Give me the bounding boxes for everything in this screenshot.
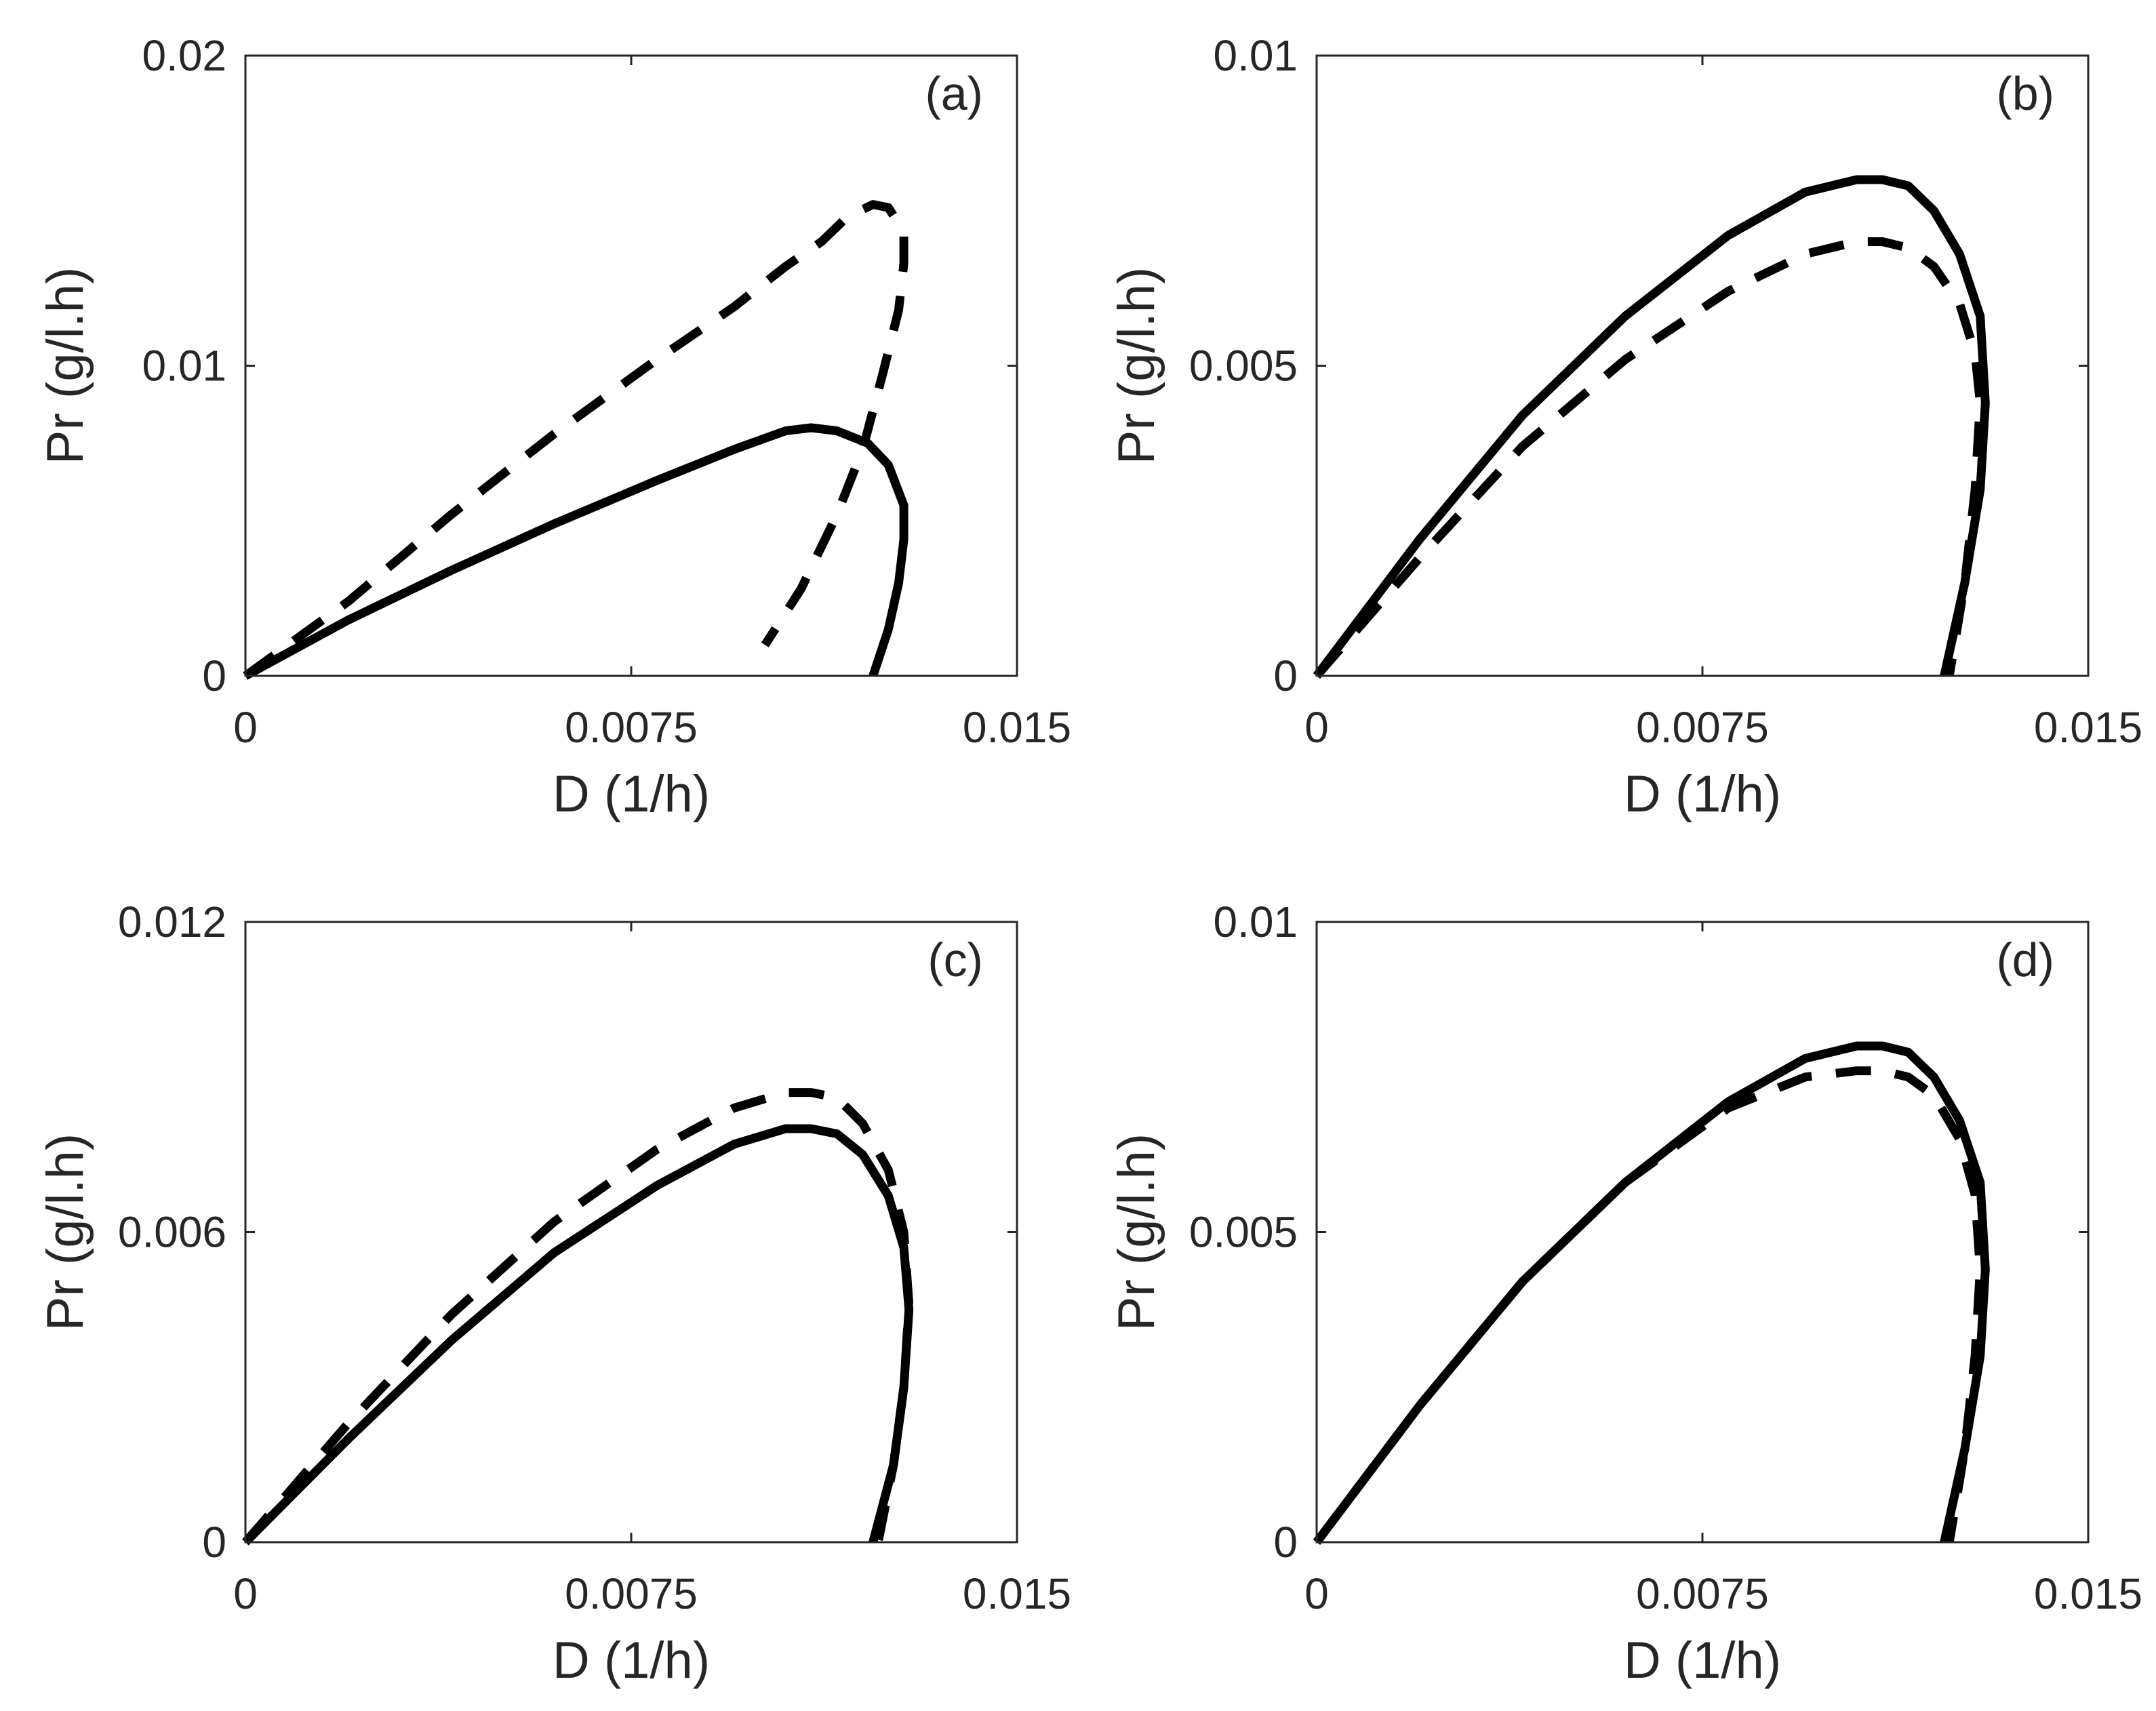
panel-label: (d) bbox=[1996, 933, 2054, 986]
y-tick-label: 0.01 bbox=[142, 342, 226, 390]
y-axis-label: Pr (g/l.h) bbox=[37, 1133, 94, 1331]
y-axis-label: Pr (g/l.h) bbox=[1108, 1133, 1165, 1331]
y-tick-label: 0 bbox=[1273, 651, 1298, 700]
chart-panel-2: 0 0.0075 0.015 0 0.005 0.01 D (1/h) Pr (g/l.h) (… bbox=[1108, 31, 2142, 823]
x-tick-label: 0.0075 bbox=[565, 1569, 698, 1618]
x-tick-label: 0.0075 bbox=[565, 703, 698, 752]
series-line-solid bbox=[243, 423, 909, 680]
series-line-solid bbox=[1313, 175, 1990, 679]
series-line-dashed bbox=[242, 1088, 914, 1546]
series-line-dashed bbox=[243, 200, 909, 680]
y-tick-label: 0 bbox=[202, 651, 226, 700]
panel-label: (b) bbox=[1996, 67, 2054, 120]
x-tick-label: 0 bbox=[1304, 703, 1329, 752]
y-tick-label: 0 bbox=[1273, 1518, 1298, 1567]
y-axis-label: Pr (g/l.h) bbox=[37, 267, 94, 464]
panel-label: (c) bbox=[927, 933, 983, 986]
y-tick-label: 0.012 bbox=[118, 898, 226, 946]
y-tick-label: 0.01 bbox=[1213, 898, 1298, 946]
series-line-dashed bbox=[1313, 237, 1985, 679]
y-tick-label: 0.005 bbox=[1189, 342, 1298, 390]
series-line-dashed bbox=[1313, 1066, 1985, 1545]
x-axis-label: D (1/h) bbox=[553, 1632, 710, 1689]
x-tick-label: 0 bbox=[233, 703, 258, 752]
y-tick-label: 0.01 bbox=[1213, 31, 1298, 80]
x-tick-label: 0.015 bbox=[963, 703, 1071, 752]
y-axis-label: Pr (g/l.h) bbox=[1108, 267, 1165, 464]
chart-panel-1: 0 0.0075 0.015 0 0.01 0.02 D (1/h) Pr (g/l.h) (a… bbox=[37, 31, 1071, 823]
x-axis-label: D (1/h) bbox=[1624, 1632, 1781, 1689]
x-tick-label: 0.015 bbox=[963, 1569, 1071, 1618]
panel-label: (a) bbox=[925, 67, 983, 120]
x-tick-label: 0.015 bbox=[2034, 1569, 2142, 1618]
y-tick-label: 0 bbox=[202, 1518, 226, 1567]
series-line-solid bbox=[1313, 1041, 1990, 1545]
chart-panel-3: 0 0.0075 0.015 0 0.006 0.012 D (1/h) Pr (g/l.h)… bbox=[37, 898, 1071, 1689]
x-axis-label: D (1/h) bbox=[1624, 765, 1781, 823]
x-tick-label: 0.015 bbox=[2034, 703, 2142, 752]
x-tick-label: 0 bbox=[233, 1569, 258, 1618]
y-tick-label: 0.02 bbox=[142, 31, 226, 80]
y-tick-label: 0.006 bbox=[118, 1208, 226, 1257]
x-tick-label: 0 bbox=[1304, 1569, 1329, 1618]
y-tick-label: 0.005 bbox=[1189, 1208, 1298, 1257]
chart-panel-4: 0 0.0075 0.015 0 0.005 0.01 D (1/h) Pr (g/l.h) (… bbox=[1108, 898, 2142, 1689]
x-tick-label: 0.0075 bbox=[1636, 703, 1769, 752]
x-tick-label: 0.0075 bbox=[1636, 1569, 1769, 1618]
x-axis-label: D (1/h) bbox=[553, 765, 710, 823]
